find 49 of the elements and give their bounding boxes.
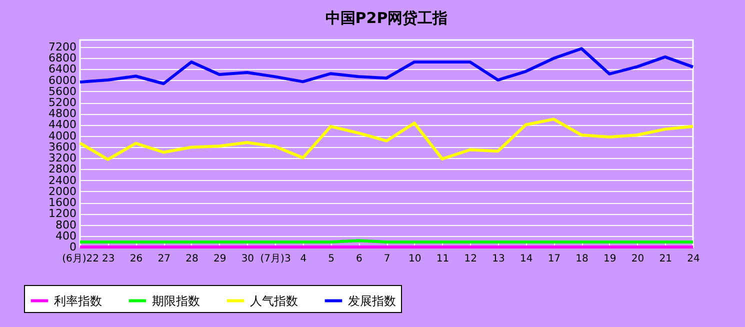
x-tick-label: (7月)3: [260, 254, 291, 264]
y-tick-label: 400: [56, 229, 76, 242]
y-tick-label: 6800: [48, 52, 76, 65]
x-tick-label: 23: [102, 254, 115, 264]
x-tick-label: 21: [659, 254, 672, 264]
legend-label: 期限指数: [152, 294, 200, 308]
legend-label: 人气指数: [250, 294, 298, 308]
x-tick-label: 24: [687, 254, 700, 264]
x-tick-label: 20: [631, 254, 644, 264]
x-tick-label: 10: [408, 254, 422, 264]
legend-label: 利率指数: [54, 294, 102, 308]
x-tick-label: 14: [520, 254, 533, 264]
legend-label: 发展指数: [348, 294, 396, 308]
x-tick-label: 7: [384, 254, 390, 264]
x-tick-label: 6: [356, 254, 362, 264]
y-tick-label: 6400: [48, 62, 76, 76]
x-tick-label: 27: [158, 254, 170, 264]
x-tick-label: 12: [464, 254, 477, 264]
y-tick-label: 4800: [48, 107, 76, 120]
x-tick-label: 18: [576, 254, 588, 264]
y-tick-label: 4000: [48, 129, 76, 142]
y-tick-label: 2400: [48, 174, 76, 187]
x-tick-label: 30: [241, 254, 254, 264]
x-tick-label: 17: [548, 254, 561, 264]
y-tick-label: 3600: [48, 140, 76, 154]
y-tick-label: 4400: [48, 118, 76, 132]
x-tick-label: 4: [300, 254, 307, 264]
y-tick-label: 5600: [48, 84, 76, 98]
x-tick-label: 11: [436, 254, 450, 264]
x-tick-label: 29: [213, 254, 226, 264]
y-tick-label: 6000: [48, 74, 76, 87]
x-tick-label: (6月)22: [62, 254, 99, 264]
x-tick-label: 26: [130, 254, 143, 264]
x-tick-label: 13: [492, 254, 505, 264]
y-tick-label: 0: [70, 240, 76, 254]
y-tick-label: 5200: [48, 96, 76, 110]
x-tick-label: 28: [186, 254, 198, 264]
y-tick-label: 1200: [48, 207, 76, 220]
line-series: [78, 47, 694, 86]
line-series: [78, 118, 694, 161]
y-tick-label: 800: [56, 218, 76, 232]
y-tick-label: 1600: [48, 196, 76, 210]
y-tick-label: 3200: [48, 152, 76, 165]
y-tick-label: 2000: [48, 184, 76, 198]
y-tick-label: 2800: [48, 162, 76, 176]
x-tick-label: 19: [604, 254, 616, 264]
y-tick-label: 7200: [48, 40, 76, 54]
chart-title: 中国P2P网贷工指: [325, 9, 448, 27]
x-tick-label: 5: [328, 254, 334, 264]
